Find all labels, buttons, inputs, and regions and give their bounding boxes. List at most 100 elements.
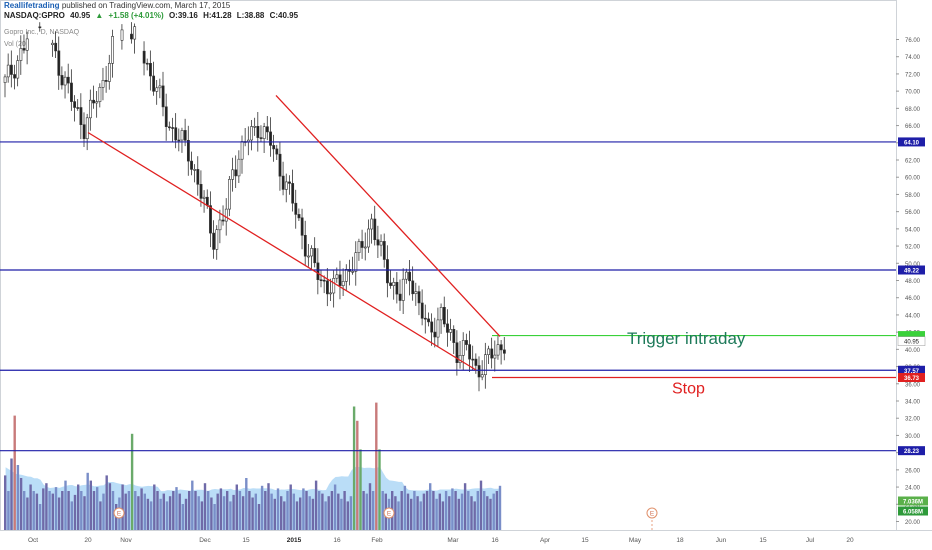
candle-body bbox=[278, 153, 282, 177]
volume-bar bbox=[19, 478, 23, 530]
candle-body bbox=[215, 229, 219, 250]
volume-bar bbox=[137, 496, 140, 530]
candle-body bbox=[85, 117, 89, 140]
candle-body bbox=[423, 317, 427, 320]
candle-body bbox=[502, 349, 506, 354]
candle-body bbox=[427, 318, 430, 323]
candle-body bbox=[196, 169, 200, 185]
volume-bar bbox=[96, 487, 99, 530]
price-tick-label: 32.00 bbox=[905, 417, 921, 423]
price-tick-label: 50.00 bbox=[905, 262, 921, 268]
volume-bar bbox=[57, 497, 61, 530]
candle-body bbox=[376, 239, 380, 246]
volume-bar bbox=[460, 493, 464, 530]
volume-bar bbox=[45, 483, 48, 530]
level-price-box bbox=[898, 373, 925, 383]
volume-bar bbox=[48, 491, 51, 530]
volume-bar bbox=[51, 493, 54, 530]
time-tick-label: Feb bbox=[371, 537, 383, 544]
level-price-box bbox=[898, 365, 925, 375]
volume-value-label: 7.036M bbox=[903, 500, 923, 506]
level-price-box bbox=[898, 446, 925, 456]
last-price-label: 40.95 bbox=[904, 340, 920, 346]
price-tick-label: 22.00 bbox=[905, 503, 921, 509]
candle-body bbox=[332, 277, 336, 294]
candle-body bbox=[174, 127, 178, 141]
candle-body bbox=[313, 248, 317, 264]
series-legend[interactable]: Gopro Inc., D, NASDAQ bbox=[4, 29, 80, 36]
candle-body bbox=[218, 219, 222, 231]
volume-bar bbox=[289, 484, 292, 530]
volume-bar bbox=[457, 498, 460, 530]
candle-body bbox=[82, 124, 86, 139]
volume-bar bbox=[498, 485, 502, 530]
up-arrow-icon: ▲ bbox=[95, 11, 104, 20]
volume-bar bbox=[130, 433, 134, 530]
volume-bar bbox=[73, 494, 77, 530]
earnings-marker-icon[interactable] bbox=[113, 507, 125, 519]
volume-bar bbox=[207, 491, 210, 530]
volume-bar bbox=[16, 465, 20, 530]
earnings-marker-icon[interactable] bbox=[383, 507, 395, 519]
volume-value-box bbox=[898, 496, 928, 506]
candle-body bbox=[307, 255, 310, 258]
volume-bar bbox=[330, 491, 334, 530]
volume-bar bbox=[175, 487, 178, 530]
volume-bar bbox=[172, 491, 175, 530]
volume-bar bbox=[451, 488, 454, 530]
volume-bar bbox=[406, 493, 410, 530]
price-tick-label: 44.00 bbox=[905, 313, 921, 319]
volume-bar bbox=[448, 496, 451, 530]
volume-bar bbox=[32, 491, 35, 530]
candle-body bbox=[259, 137, 263, 139]
volume-bar bbox=[495, 491, 499, 530]
candle-body bbox=[22, 48, 26, 51]
time-tick-label: 16 bbox=[333, 537, 341, 544]
volume-bar bbox=[276, 488, 280, 530]
volume-bar bbox=[375, 402, 378, 530]
volume-bar bbox=[444, 491, 448, 530]
volume-bar bbox=[473, 501, 476, 530]
candle-body bbox=[310, 248, 314, 257]
stop-annotation[interactable]: Stop bbox=[672, 380, 705, 397]
candle-body bbox=[177, 139, 181, 142]
candle-body bbox=[461, 340, 465, 356]
volume-legend[interactable]: Vol (20) bbox=[4, 41, 29, 48]
volume-bar bbox=[441, 501, 445, 530]
volume-bar bbox=[64, 480, 67, 530]
price-tick-label: 54.00 bbox=[905, 227, 921, 233]
trendline[interactable] bbox=[275, 94, 501, 337]
price-tick-label: 48.00 bbox=[905, 279, 921, 285]
level-price-box bbox=[898, 331, 925, 341]
candle-body bbox=[291, 183, 295, 204]
candle-body bbox=[51, 42, 54, 46]
volume-bar bbox=[124, 493, 127, 530]
candle-body bbox=[120, 29, 124, 41]
candle-body bbox=[272, 145, 276, 150]
candle-body bbox=[405, 271, 408, 280]
volume-bar bbox=[476, 491, 479, 530]
candle-body bbox=[411, 280, 415, 295]
price-tick-label: 66.00 bbox=[905, 124, 921, 130]
candle-body bbox=[281, 175, 285, 190]
candle-body bbox=[468, 344, 472, 360]
trigger-annotation[interactable]: Trigger intraday bbox=[627, 329, 746, 348]
volume-bar bbox=[54, 487, 58, 530]
candle-body bbox=[398, 293, 402, 301]
time-tick-label: May bbox=[629, 537, 642, 544]
volume-bar bbox=[149, 501, 153, 530]
volume-value-box bbox=[898, 506, 928, 516]
earnings-marker-icon[interactable] bbox=[646, 507, 658, 519]
time-tick-label: 2015 bbox=[287, 537, 302, 544]
volume-bar bbox=[346, 501, 349, 530]
time-tick-label: Nov bbox=[120, 537, 132, 544]
candle-body bbox=[344, 268, 348, 282]
volume-bar bbox=[70, 501, 73, 530]
candle-body bbox=[133, 26, 137, 40]
candle-body bbox=[420, 302, 424, 319]
author-link[interactable]: Reallifetrading bbox=[4, 1, 60, 10]
time-tick-label: Mar bbox=[447, 537, 459, 544]
candle-body bbox=[449, 328, 453, 333]
trendline[interactable] bbox=[87, 131, 477, 371]
